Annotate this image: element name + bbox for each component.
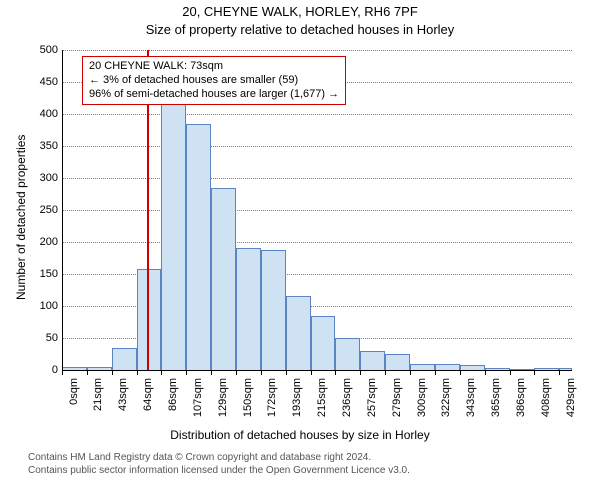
- grid-line: [62, 210, 572, 211]
- histogram-bar: [286, 296, 311, 370]
- y-tick-label: 400: [18, 108, 58, 120]
- annotation-line3: 96% of semi-detached houses are larger (…: [89, 88, 339, 102]
- y-axis-line: [62, 50, 63, 370]
- y-tick-label: 0: [18, 364, 58, 376]
- grid-line: [62, 242, 572, 243]
- histogram-bar: [161, 104, 186, 370]
- x-tick-label: 0sqm: [68, 378, 80, 428]
- histogram-bar: [385, 354, 410, 370]
- x-tick-label: 429sqm: [565, 378, 577, 428]
- grid-line: [62, 146, 572, 147]
- footer-credits: Contains HM Land Registry data © Crown c…: [28, 452, 410, 477]
- chart-container: 20, CHEYNE WALK, HORLEY, RH6 7PF Size of…: [0, 0, 600, 500]
- x-tick-label: 279sqm: [391, 378, 403, 428]
- histogram-bar: [112, 348, 137, 370]
- chart-subtitle: Size of property relative to detached ho…: [0, 22, 600, 37]
- x-tick-label: 64sqm: [142, 378, 154, 428]
- x-axis-title: Distribution of detached houses by size …: [0, 428, 600, 442]
- y-tick-label: 500: [18, 44, 58, 56]
- x-tick-label: 43sqm: [117, 378, 129, 428]
- x-tick-label: 107sqm: [192, 378, 204, 428]
- histogram-bar: [236, 248, 261, 370]
- x-tick-label: 365sqm: [490, 378, 502, 428]
- x-tick-label: 343sqm: [465, 378, 477, 428]
- histogram-bar: [335, 338, 360, 370]
- histogram-bar: [186, 124, 211, 370]
- histogram-bar: [261, 250, 286, 370]
- x-tick-label: 236sqm: [341, 378, 353, 428]
- x-tick-label: 193sqm: [291, 378, 303, 428]
- x-axis-line: [62, 370, 572, 371]
- histogram-bar: [211, 188, 236, 370]
- footer-line-2: Contains public sector information licen…: [28, 465, 410, 476]
- y-tick-label: 350: [18, 140, 58, 152]
- x-tick-label: 322sqm: [440, 378, 452, 428]
- x-tick-label: 172sqm: [266, 378, 278, 428]
- x-tick-label: 257sqm: [366, 378, 378, 428]
- x-tick-label: 21sqm: [92, 378, 104, 428]
- grid-line: [62, 50, 572, 51]
- x-tick-label: 129sqm: [217, 378, 229, 428]
- annotation-line1: 20 CHEYNE WALK: 73sqm: [89, 60, 339, 74]
- chart-title: 20, CHEYNE WALK, HORLEY, RH6 7PF: [0, 4, 600, 19]
- y-tick-label: 100: [18, 300, 58, 312]
- y-tick-label: 200: [18, 236, 58, 248]
- grid-line: [62, 178, 572, 179]
- y-tick-label: 250: [18, 204, 58, 216]
- y-tick-label: 150: [18, 268, 58, 280]
- y-tick-label: 50: [18, 332, 58, 344]
- x-tick-label: 408sqm: [540, 378, 552, 428]
- footer-line-1: Contains HM Land Registry data © Crown c…: [28, 452, 371, 463]
- x-tick-label: 300sqm: [416, 378, 428, 428]
- histogram-bar: [311, 316, 336, 370]
- histogram-bar: [137, 269, 162, 370]
- x-tick-label: 386sqm: [515, 378, 527, 428]
- x-tick-label: 86sqm: [167, 378, 179, 428]
- x-tick-label: 150sqm: [242, 378, 254, 428]
- y-tick-label: 450: [18, 76, 58, 88]
- y-tick-label: 300: [18, 172, 58, 184]
- plot-inner: 20 CHEYNE WALK: 73sqm← 3% of detached ho…: [62, 50, 572, 370]
- annotation-line2: ← 3% of detached houses are smaller (59): [89, 74, 339, 88]
- x-tick-label: 215sqm: [316, 378, 328, 428]
- annotation-box: 20 CHEYNE WALK: 73sqm← 3% of detached ho…: [82, 56, 346, 105]
- plot-area: 20 CHEYNE WALK: 73sqm← 3% of detached ho…: [62, 50, 572, 370]
- histogram-bar: [360, 351, 385, 370]
- grid-line: [62, 114, 572, 115]
